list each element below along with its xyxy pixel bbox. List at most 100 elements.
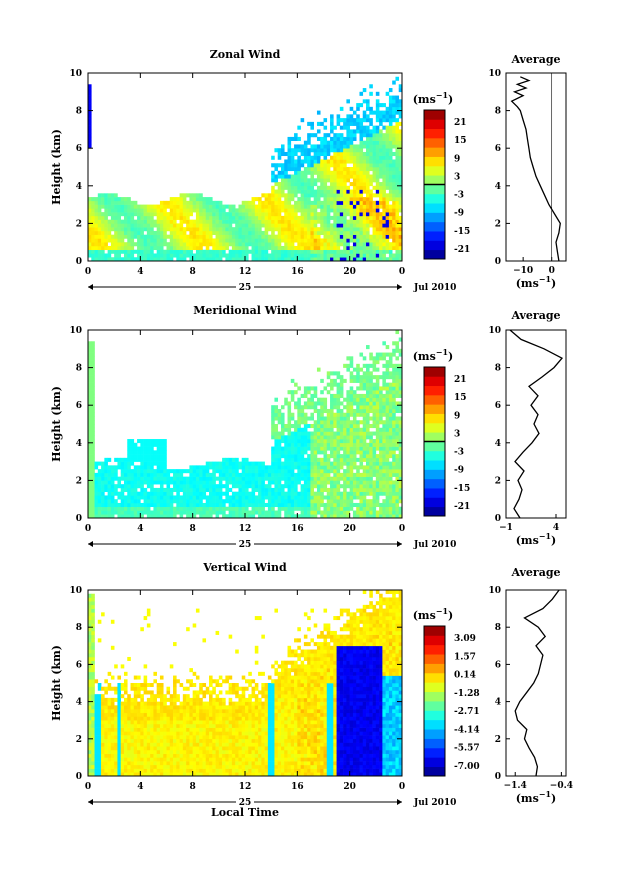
heatmap-cell (307, 401, 311, 406)
heatmap-cell (182, 502, 187, 508)
heatmap-cell (307, 457, 311, 462)
heatmap-cell (316, 151, 321, 157)
heatmap-cell (392, 167, 396, 172)
heatmap-cell (294, 405, 298, 410)
colorbar-segment (424, 441, 445, 452)
heatmap-cell (195, 502, 200, 508)
heatmap-cell (392, 446, 396, 451)
heatmap-cell (163, 465, 167, 470)
heatmap-cell (313, 238, 318, 243)
heatmap-cell (261, 215, 265, 220)
heatmap-cell (280, 230, 285, 235)
heatmap-cell (330, 204, 334, 209)
heatmap-cell (261, 484, 265, 489)
heatmap-cell (369, 257, 373, 262)
heatmap-cell (297, 431, 301, 436)
heatmap-cell (88, 653, 92, 658)
heatmap-cell (303, 412, 308, 417)
heatmap-cell (303, 499, 308, 504)
heatmap-cell (182, 227, 187, 232)
heatmap-cell (110, 484, 115, 489)
heatmap-cell (245, 506, 249, 511)
heatmap-cell (320, 204, 324, 209)
heatmap-cell (379, 144, 383, 149)
heatmap-cell (159, 257, 164, 262)
heatmap-cell (366, 446, 370, 451)
heatmap-cell (313, 469, 318, 474)
heatmap-cell (88, 412, 92, 417)
heatmap-cell (362, 178, 367, 183)
heatmap-cell (218, 476, 223, 481)
profile-y-tick-label: 2 (495, 219, 501, 229)
heatmap-cell (372, 163, 377, 168)
heatmap-cell (104, 197, 108, 202)
heatmap-cell (91, 502, 95, 508)
heatmap-cell (287, 234, 292, 239)
heatmap-cell (320, 245, 324, 251)
heatmap-cell (395, 465, 400, 470)
heatmap-cell (375, 170, 380, 175)
heatmap-cell (133, 457, 138, 462)
heatmap-cell (274, 412, 279, 417)
heatmap-cell (326, 435, 331, 440)
heatmap-cell (271, 197, 275, 202)
heatmap-cell (284, 204, 288, 209)
heatmap-cell (294, 163, 298, 168)
heatmap-cell (267, 502, 272, 508)
heatmap-cell (323, 170, 328, 175)
heatmap-cell (330, 510, 334, 515)
heatmap-cell (173, 506, 177, 511)
heatmap-cell (372, 148, 377, 153)
heatmap-cell (202, 215, 207, 220)
heatmap-cell (182, 249, 187, 254)
heatmap-cell (320, 435, 324, 440)
heatmap-cell (110, 245, 115, 251)
heatmap-cell (176, 227, 180, 232)
heatmap-cell (398, 382, 403, 387)
heatmap-cell (202, 249, 207, 254)
heatmap-cell (300, 197, 305, 202)
heatmap-cell (349, 386, 354, 391)
heatmap-cell (388, 446, 393, 451)
heatmap-cell (156, 208, 161, 213)
heatmap-cell (310, 461, 314, 466)
heatmap-cell (280, 431, 285, 436)
heatmap-cell (107, 757, 112, 762)
y-tick-label: 0 (76, 257, 82, 267)
heatmap-cell (225, 245, 229, 251)
heatmap-cell (359, 375, 364, 380)
heatmap-cell (388, 230, 393, 235)
heatmap-cell (398, 182, 403, 187)
heatmap-cell (300, 174, 305, 179)
heatmap-cell (392, 193, 396, 198)
heatmap-cell (110, 465, 115, 470)
heatmap-cell (303, 170, 308, 175)
heatmap-cell (290, 185, 295, 190)
heatmap-cell (300, 502, 305, 508)
heatmap-cell (303, 174, 308, 179)
heatmap-cell (382, 442, 386, 447)
heatmap-cell (143, 506, 148, 511)
heatmap-cell (362, 200, 367, 205)
heatmap-cell (137, 212, 141, 217)
heatmap-cell (300, 408, 305, 414)
heatmap-cell (245, 215, 249, 220)
heatmap-cell (336, 476, 341, 481)
heatmap-cell (382, 242, 386, 247)
heatmap-cell (215, 506, 220, 511)
heatmap-cell (182, 499, 187, 504)
heatmap-cell (120, 495, 125, 500)
heatmap-cell (290, 249, 295, 254)
heatmap-cell (274, 491, 279, 496)
heatmap-cell (150, 439, 154, 444)
heatmap-cell (320, 378, 324, 383)
heatmap-cell (290, 245, 295, 251)
heatmap-cell (88, 495, 92, 500)
heatmap-cell (146, 234, 151, 239)
heatmap-cell (241, 200, 246, 205)
heatmap-cell (372, 382, 377, 387)
heatmap-cell (251, 506, 256, 511)
heatmap-cell (228, 469, 233, 474)
heatmap-cell (346, 227, 350, 232)
heatmap-cell (372, 125, 377, 130)
